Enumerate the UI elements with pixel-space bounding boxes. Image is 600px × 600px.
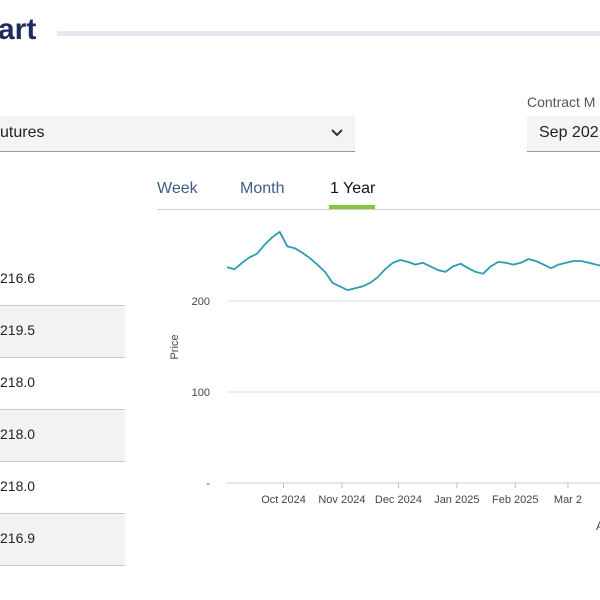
page-title: art xyxy=(0,13,37,46)
price-value: 218.0 xyxy=(0,478,36,494)
price-value: 216.9 xyxy=(0,530,36,546)
tab-month[interactable]: Month xyxy=(240,180,285,197)
x-tick-label: Oct 2024 xyxy=(261,494,306,506)
price-row: 216.6 xyxy=(0,254,125,306)
x-axis-label: A xyxy=(596,519,600,533)
price-value: 219.5 xyxy=(0,322,36,338)
y-tick-label: 100 xyxy=(192,387,210,399)
price-value: 216.6 xyxy=(0,270,36,286)
price-series-line xyxy=(226,230,600,291)
price-row: 218.0 xyxy=(0,410,125,462)
contract-month-label: Contract M xyxy=(527,94,596,110)
contract-month-value: Sep 202 xyxy=(539,124,599,141)
x-tick-label: Feb 2025 xyxy=(492,494,538,506)
product-select-value: utures xyxy=(0,124,45,141)
price-row: 216.9 xyxy=(0,514,125,566)
active-tab-indicator xyxy=(329,205,375,209)
y-tick-label: - xyxy=(206,478,210,490)
x-tick-label: Jan 2025 xyxy=(434,494,479,506)
tab-week[interactable]: Week xyxy=(157,180,198,197)
price-value: 218.0 xyxy=(0,426,36,442)
price-value: 218.0 xyxy=(0,374,36,390)
price-chart: 200 100 - Price A Oct 2024 Nov 2024 Dec 2024 Jan… xyxy=(169,230,600,533)
price-row: 219.5 xyxy=(0,306,125,358)
tabs-divider xyxy=(157,209,600,210)
y-axis-label: Price xyxy=(169,334,181,359)
price-row: 218.0 xyxy=(0,462,125,514)
price-row: 218.0 xyxy=(0,358,125,410)
x-tick-label: Mar 2 xyxy=(554,494,582,506)
chevron-down-icon xyxy=(331,129,343,137)
product-select[interactable]: utures xyxy=(0,116,355,152)
x-tick-label: Nov 2024 xyxy=(318,494,365,506)
x-tick-label: Dec 2024 xyxy=(375,494,422,506)
contract-month-select[interactable]: Sep 202 xyxy=(527,116,600,152)
title-divider xyxy=(57,31,600,36)
y-tick-label: 200 xyxy=(192,296,210,308)
tab-1-year[interactable]: 1 Year xyxy=(330,180,376,197)
